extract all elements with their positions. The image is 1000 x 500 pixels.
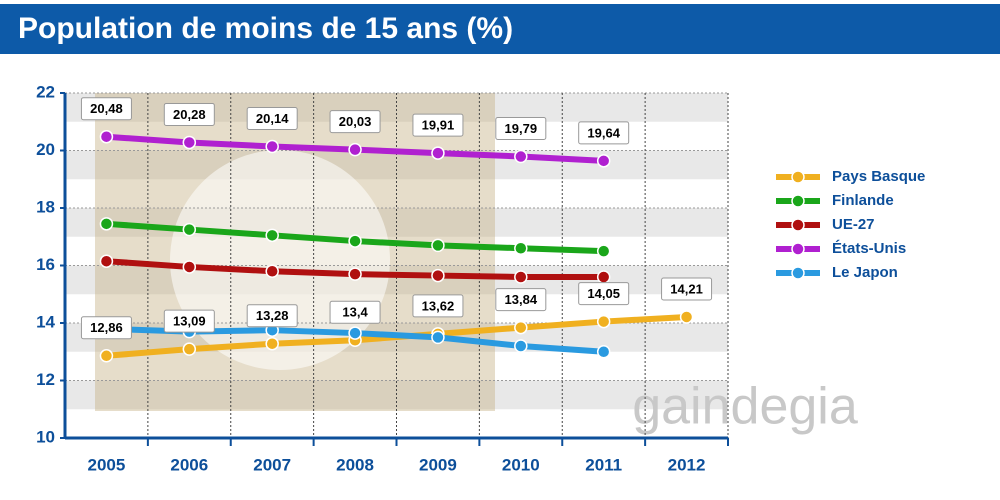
value-label: 13,84	[505, 292, 538, 307]
point	[348, 142, 362, 157]
point	[99, 349, 114, 363]
point	[265, 264, 279, 278]
value-label: 20,28	[173, 107, 206, 122]
value-label-box	[80, 97, 132, 121]
point	[431, 330, 445, 345]
value-label: 20,03	[339, 114, 372, 129]
legend-label: Finlande	[832, 192, 894, 209]
point	[514, 270, 528, 284]
point	[596, 345, 611, 359]
point	[182, 260, 197, 274]
value-label-box	[163, 309, 215, 333]
point	[99, 254, 114, 268]
value-label-box	[80, 316, 132, 340]
value-label-box	[412, 113, 464, 137]
value-label-box	[246, 106, 298, 130]
x-tick-label: 2012	[668, 455, 706, 474]
point	[596, 154, 611, 168]
point	[679, 310, 694, 324]
title-bar	[0, 4, 1000, 54]
value-label: 13,09	[173, 314, 206, 329]
point	[182, 342, 197, 356]
watermark: gaindegia	[632, 378, 858, 436]
x-tick-label: 2007	[253, 455, 291, 474]
point	[348, 326, 362, 340]
value-label-box	[329, 300, 381, 324]
x-tick-label: 2005	[88, 455, 126, 474]
value-label: 19,64	[587, 125, 620, 140]
value-label-box	[246, 304, 298, 328]
legend-swatch	[791, 170, 805, 184]
legend-label: Pays Basque	[832, 168, 925, 185]
value-label: 13,62	[422, 298, 455, 313]
point	[99, 217, 114, 231]
legend-label: UE-27	[832, 216, 875, 233]
x-tick-label: 2010	[502, 455, 540, 474]
value-label: 13,4	[342, 305, 368, 320]
value-label-box	[495, 117, 547, 141]
value-label-box	[578, 121, 630, 145]
legend-swatch	[791, 218, 805, 232]
point	[99, 129, 114, 144]
point	[514, 241, 528, 255]
value-label: 14,21	[670, 281, 703, 296]
value-label: 14,05	[587, 286, 620, 301]
y-tick-label: 22	[36, 82, 55, 101]
y-tick-label: 20	[36, 140, 55, 159]
point	[348, 267, 362, 281]
point	[182, 135, 197, 150]
value-label-box	[329, 110, 381, 134]
legend-swatch	[791, 242, 805, 256]
value-label: 20,14	[256, 111, 289, 126]
x-tick-label: 2008	[336, 455, 374, 474]
y-tick-label: 14	[36, 312, 55, 331]
value-label-box	[661, 277, 713, 301]
point	[431, 238, 445, 253]
value-label: 13,28	[256, 308, 289, 323]
value-label: 19,79	[505, 121, 538, 136]
legend-swatch	[791, 194, 805, 208]
legend-swatch	[791, 266, 805, 280]
y-tick-label: 16	[36, 255, 55, 274]
point	[431, 146, 445, 160]
legend-label: Le Japon	[832, 264, 898, 281]
value-label-box	[163, 102, 215, 126]
legend-label: États-Unis	[832, 240, 906, 257]
value-label: 12,86	[90, 320, 123, 335]
x-tick-label: 2006	[170, 455, 208, 474]
value-label-box	[495, 288, 547, 312]
y-tick-label: 12	[36, 370, 55, 389]
value-label: 19,91	[422, 118, 455, 133]
value-label: 20,48	[90, 101, 123, 116]
point	[182, 222, 197, 237]
point	[431, 268, 445, 283]
y-tick-label: 10	[36, 427, 55, 446]
x-tick-label: 2009	[419, 455, 457, 474]
value-label-box	[412, 294, 464, 318]
y-tick-label: 18	[36, 197, 55, 216]
chart-title: Population de moins de 15 ans (%)	[18, 12, 513, 45]
point	[265, 228, 279, 243]
point	[265, 139, 279, 154]
point	[514, 339, 528, 353]
point	[348, 234, 362, 248]
x-tick-label: 2011	[585, 455, 622, 474]
point	[514, 320, 528, 335]
point	[514, 149, 528, 164]
point	[596, 314, 611, 329]
point	[596, 244, 611, 258]
point	[596, 270, 611, 284]
point	[265, 336, 279, 351]
value-label-box	[578, 282, 630, 306]
